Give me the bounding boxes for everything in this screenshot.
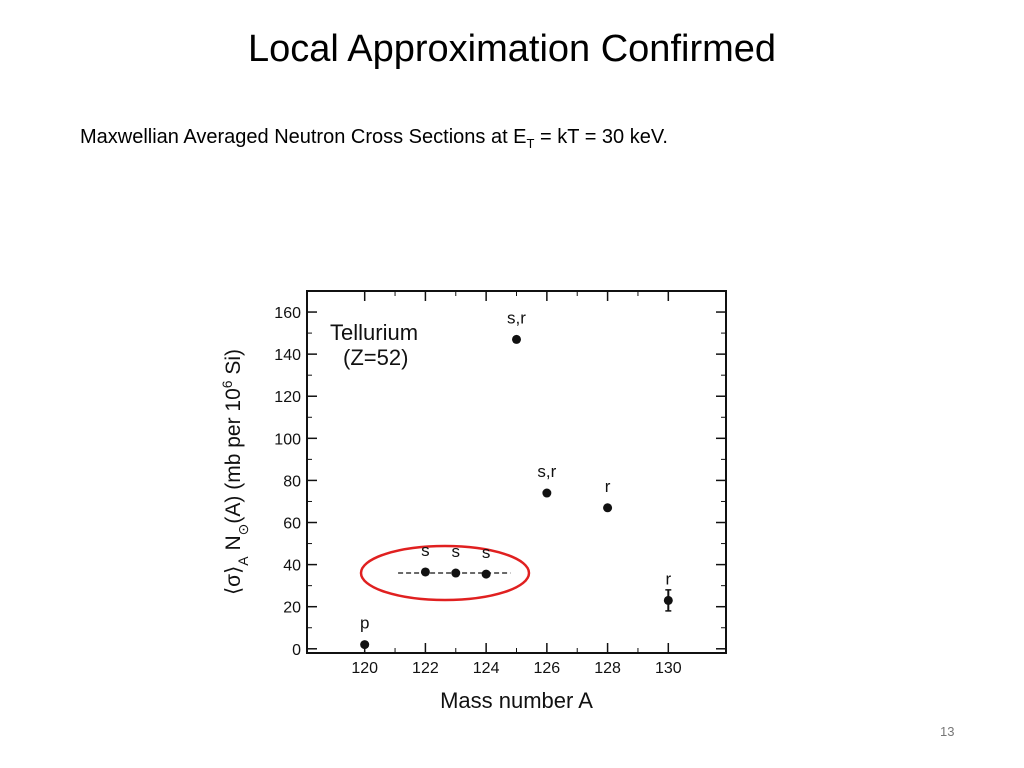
data-point bbox=[360, 640, 370, 650]
annotation: (Z=52) bbox=[343, 345, 408, 370]
data-point bbox=[663, 595, 673, 605]
subtitle: Maxwellian Averaged Neutron Cross Sectio… bbox=[80, 126, 668, 151]
y-tick-label: 160 bbox=[274, 305, 301, 322]
y-tick-label: 20 bbox=[283, 600, 301, 617]
point-label: s,r bbox=[537, 462, 556, 481]
x-tick-label: 120 bbox=[351, 660, 378, 677]
y-tick-label: 0 bbox=[292, 642, 301, 659]
page-number: 13 bbox=[940, 724, 955, 739]
y-axis-label-part: A bbox=[235, 556, 251, 566]
data-point bbox=[542, 488, 552, 498]
y-axis-label-part: 6 bbox=[219, 380, 235, 388]
y-tick-label: 60 bbox=[283, 516, 301, 533]
y-tick-label: 80 bbox=[283, 473, 301, 490]
subtitle-part: = kT = 30 keV. bbox=[534, 126, 668, 148]
point-label: s bbox=[452, 542, 461, 561]
point-label: r bbox=[605, 477, 611, 496]
y-axis-label-part: (A) (mb per 10 bbox=[222, 388, 245, 523]
x-axis-label: Mass number A bbox=[440, 688, 593, 713]
y-tick-label: 100 bbox=[274, 431, 301, 448]
point-label: s bbox=[421, 541, 430, 560]
y-tick-label: 120 bbox=[274, 389, 301, 406]
y-tick-label: 40 bbox=[283, 558, 301, 575]
subtitle-part: T bbox=[526, 136, 535, 151]
y-axis-label-part: ⊙ bbox=[235, 524, 251, 536]
y-tick-label: 140 bbox=[274, 347, 301, 364]
data-point bbox=[481, 569, 491, 579]
x-tick-label: 124 bbox=[473, 660, 500, 677]
point-label: p bbox=[360, 614, 369, 633]
highlight-ellipse bbox=[359, 544, 531, 602]
data-point bbox=[420, 567, 430, 577]
data-point bbox=[451, 568, 461, 578]
subtitle-part: Maxwellian Averaged Neutron Cross Sectio… bbox=[80, 126, 527, 148]
data-point bbox=[603, 503, 613, 513]
point-label: s bbox=[482, 543, 491, 562]
y-axis-label-part: Si) bbox=[222, 349, 245, 381]
y-axis-label-part: N bbox=[222, 535, 245, 556]
annotation: Tellurium bbox=[330, 320, 418, 345]
x-tick-label: 122 bbox=[412, 660, 439, 677]
slide-title: Local Approximation Confirmed bbox=[247, 28, 777, 70]
data-point bbox=[512, 334, 521, 344]
point-label: r bbox=[665, 569, 671, 588]
x-tick-label: 130 bbox=[655, 660, 682, 677]
x-tick-label: 126 bbox=[534, 660, 561, 677]
y-axis-label: ⟨σ⟩A N⊙(A) (mb per 106 Si) bbox=[219, 349, 251, 595]
y-axis-label-part: ⟨σ⟩ bbox=[222, 566, 245, 595]
point-label: s,r bbox=[507, 308, 526, 327]
x-tick-label: 128 bbox=[594, 660, 621, 677]
